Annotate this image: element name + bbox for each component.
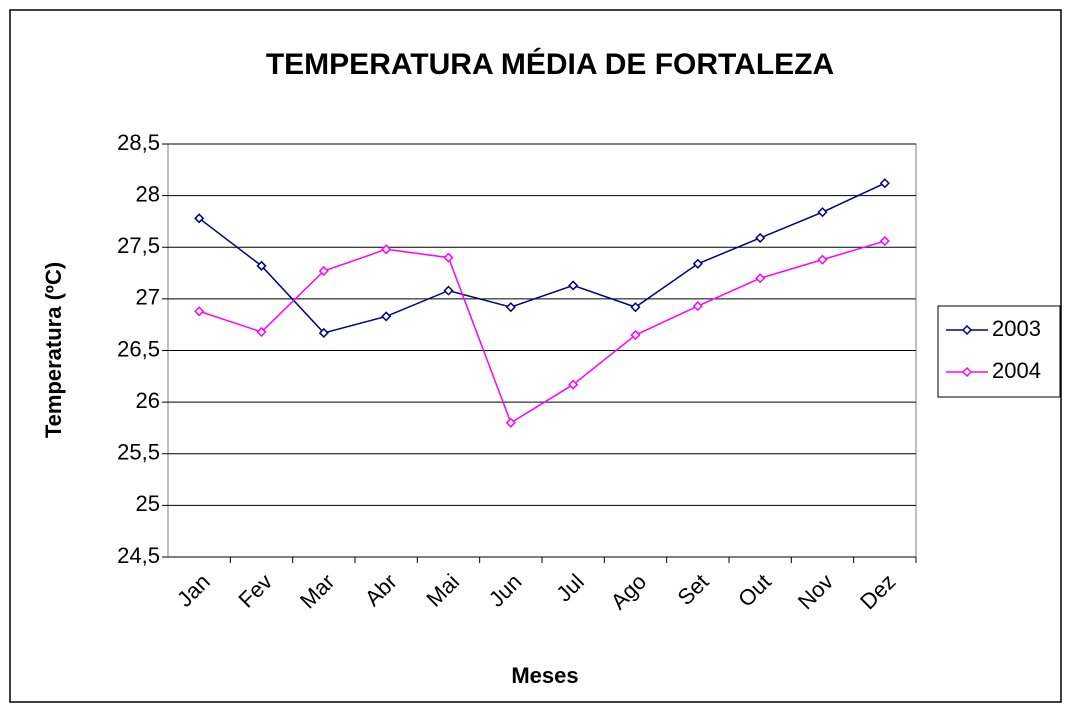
y-tick-label: 28,5 (117, 130, 160, 155)
point (755, 232, 766, 244)
point (568, 379, 579, 390)
legend-label: 2004 (992, 358, 1041, 383)
point (505, 302, 516, 313)
chart-title: TEMPERATURA MÉDIA DE FORTALEZA (266, 47, 834, 81)
y-tick-label: 25,5 (117, 440, 160, 465)
y-axis-label: Temperatura (ºC) (41, 262, 66, 438)
point (443, 252, 454, 263)
y-tick-label: 27 (136, 285, 160, 310)
point (443, 285, 454, 296)
point (568, 280, 579, 291)
series-line (198, 240, 886, 424)
chart-border (9, 9, 1062, 703)
point (630, 302, 641, 313)
point (381, 244, 392, 255)
point (692, 258, 703, 269)
point (381, 311, 392, 322)
point (256, 260, 267, 271)
legend-label: 2003 (992, 316, 1041, 341)
point (318, 265, 329, 277)
point (692, 301, 703, 312)
y-tick-label: 26 (136, 388, 160, 413)
point (318, 327, 329, 339)
x-axis-label: Meses (511, 663, 578, 688)
y-tick-label: 26,5 (117, 336, 160, 361)
y-tick-label: 28 (136, 181, 160, 206)
point (194, 306, 205, 317)
point (505, 417, 516, 428)
point (755, 273, 766, 284)
legend-marker (961, 324, 973, 336)
point (817, 207, 828, 218)
point (879, 178, 890, 189)
series-line (198, 182, 886, 334)
point (256, 326, 267, 337)
point (817, 254, 828, 265)
y-tick-label: 27,5 (117, 233, 160, 258)
y-tick-label: 24,5 (117, 543, 160, 568)
y-tick-label: 25 (136, 491, 160, 516)
point (879, 235, 890, 247)
point (630, 329, 641, 341)
legend-box (937, 305, 1061, 398)
point (194, 213, 205, 224)
legend-marker (961, 366, 973, 378)
